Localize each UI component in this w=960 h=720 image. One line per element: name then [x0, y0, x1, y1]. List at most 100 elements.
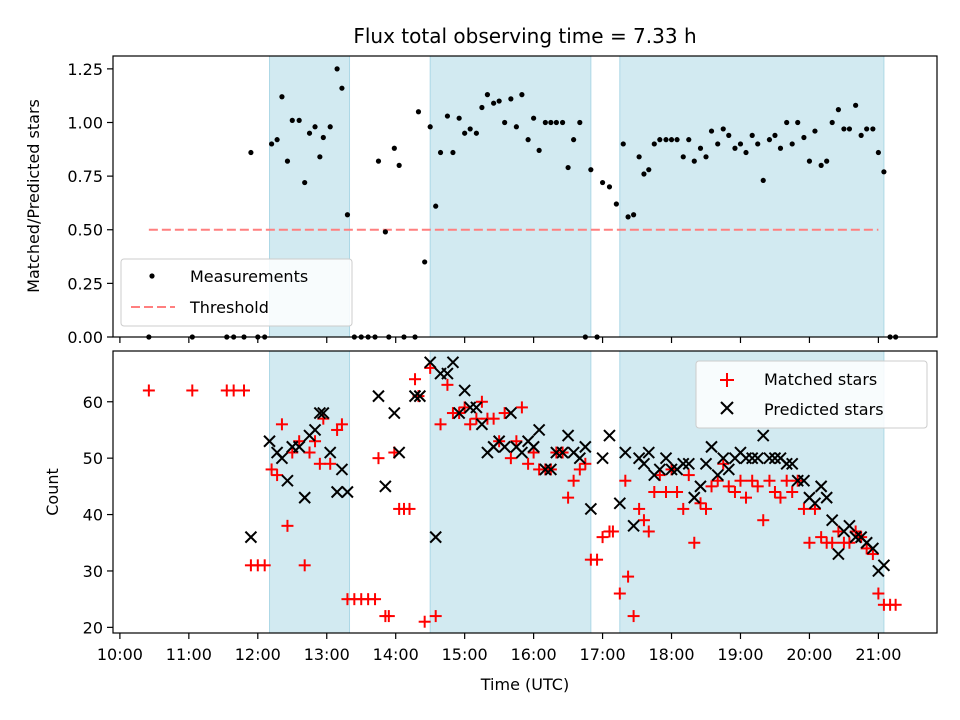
- measurement-point: [697, 145, 704, 151]
- x-tick-label: 10:00: [97, 645, 143, 664]
- matched-star-point: [238, 384, 251, 397]
- predicted-star-point: [820, 491, 833, 504]
- measurement-point: [646, 167, 652, 173]
- measurement-point: [484, 92, 491, 98]
- x-tick-label: 14:00: [373, 645, 419, 664]
- predicted-star-point: [323, 446, 337, 459]
- predicted-star-point: [515, 446, 529, 459]
- measurement-point: [864, 126, 870, 132]
- matched-star-point: [562, 491, 575, 504]
- measurement-point: [708, 128, 715, 134]
- predicted-star-point: [372, 389, 385, 403]
- measurement-point: [437, 149, 444, 156]
- matched-star-point: [309, 435, 322, 448]
- measurement-point: [743, 149, 749, 156]
- measurement-point: [720, 126, 726, 132]
- legend-threshold-label: Threshold: [189, 298, 269, 317]
- legend-measurements-marker: [149, 273, 155, 279]
- predicted-star-point: [556, 446, 569, 459]
- measurement-point: [467, 126, 473, 132]
- measurement-point: [473, 130, 479, 136]
- measurement-point: [491, 100, 497, 106]
- matched-star-point: [682, 469, 695, 482]
- measurement-point: [525, 137, 531, 143]
- predicted-star-point: [808, 497, 822, 510]
- matched-star-point: [441, 378, 454, 391]
- predicted-star-point: [298, 491, 311, 504]
- measurement-point: [284, 158, 291, 164]
- predicted-star-point: [866, 542, 880, 555]
- measurement-point: [784, 119, 790, 126]
- matched-star-point: [627, 610, 640, 623]
- matched-star-point: [774, 491, 787, 504]
- matched-star-point: [734, 474, 747, 487]
- measurement-point: [674, 137, 680, 143]
- measurement-point: [513, 124, 519, 130]
- y-tick-label: 0.50: [67, 221, 103, 240]
- measurement-point: [479, 104, 485, 111]
- x-tick-label: 15:00: [442, 645, 488, 664]
- matched-star-point: [382, 610, 395, 623]
- matched-star-point: [303, 446, 316, 459]
- matched-star-point: [579, 457, 592, 470]
- predicted-star-point: [392, 446, 406, 459]
- measurement-point: [248, 149, 254, 156]
- matched-star-point: [258, 559, 271, 572]
- bottom-y-axis-label: Count: [43, 468, 62, 516]
- legend-measurements-label: Measurements: [190, 267, 308, 286]
- measurement-point: [433, 203, 439, 209]
- bottom-panel: 20 30 40 50 60 10:00 11:00 12:00 13:00 14:00 15:0…: [43, 350, 938, 694]
- matched-star-point: [281, 519, 294, 532]
- measurement-point: [641, 171, 647, 177]
- chart-title: Flux total observing time = 7.33 h: [353, 24, 696, 48]
- measurement-point: [875, 149, 881, 156]
- predicted-star-point: [281, 474, 294, 487]
- matched-star-point: [889, 598, 902, 611]
- matched-star-point: [186, 384, 199, 397]
- measurement-point: [715, 141, 721, 147]
- predicted-star-point: [452, 406, 466, 420]
- measurement-point: [812, 128, 818, 134]
- matched-star-point: [591, 553, 604, 566]
- matched-star-point: [751, 480, 764, 493]
- measurement-point: [396, 162, 402, 168]
- measurement-point: [760, 177, 766, 184]
- measurement-point: [631, 212, 637, 218]
- measurement-point: [289, 117, 295, 123]
- bottom-x-axis-label: Time (UTC): [480, 675, 569, 694]
- matched-star-point: [843, 536, 856, 549]
- x-tick-label: 16:00: [511, 645, 557, 664]
- measurement-point: [508, 96, 514, 102]
- matched-star-point: [515, 401, 528, 414]
- y-tick-label: 1.25: [67, 60, 103, 79]
- matched-star-point: [803, 536, 816, 549]
- measurement-point: [391, 145, 397, 151]
- measurement-point: [620, 141, 626, 147]
- predicted-star-point: [475, 418, 489, 431]
- predicted-star-point: [699, 457, 713, 471]
- matched-star-point: [298, 559, 311, 572]
- matched-star-point: [510, 435, 523, 448]
- predicted-star-point: [408, 389, 422, 403]
- measurement-point: [296, 117, 302, 123]
- predicted-star-point: [544, 463, 558, 476]
- matched-star-point: [335, 418, 348, 431]
- matched-star-point: [286, 446, 299, 459]
- measurement-point: [422, 259, 428, 265]
- predicted-star-point: [446, 356, 460, 369]
- measurement-point: [651, 141, 657, 147]
- y-tick-label: 50: [83, 449, 103, 468]
- measurement-point: [577, 119, 583, 126]
- measurement-point: [415, 109, 422, 115]
- measurement-point: [450, 149, 456, 156]
- measurement-point: [749, 132, 755, 138]
- predicted-star-point: [441, 367, 454, 380]
- matched-star-point: [860, 542, 873, 555]
- x-tick-label: 11:00: [166, 645, 212, 664]
- x-tick-label: 20:00: [786, 645, 832, 664]
- predicted-star-point: [682, 457, 695, 471]
- matched-star-point: [763, 474, 776, 487]
- measurement-point: [606, 184, 613, 190]
- predicted-star-point: [797, 474, 811, 487]
- top-panel: 0.00 0.25 0.50 0.75 1.00 1.25 Flux total obse…: [24, 24, 938, 347]
